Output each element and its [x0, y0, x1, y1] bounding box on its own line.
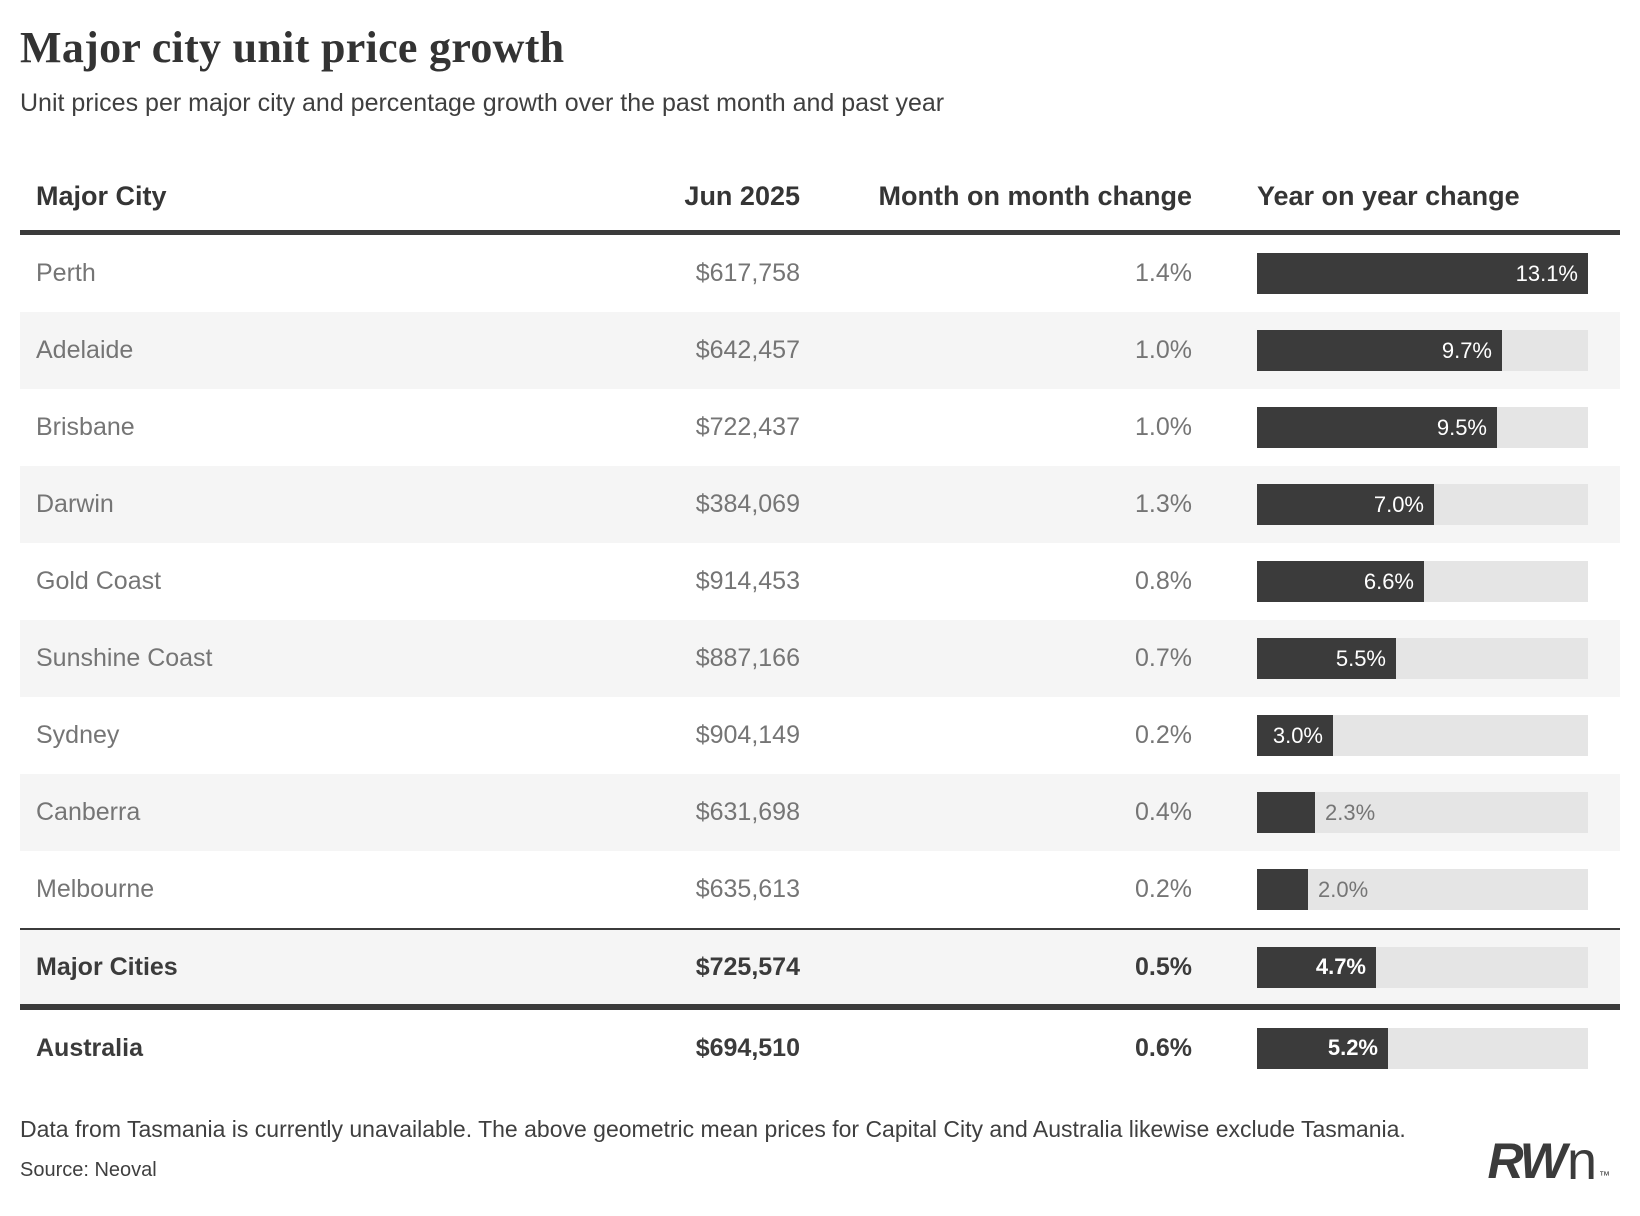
yoy-cell: 7.0%: [1192, 484, 1620, 526]
price-value: $635,613: [695, 875, 800, 904]
price-value: $904,149: [695, 721, 800, 750]
table-row: Sydney $904,149 0.2% 3.0%: [20, 697, 1620, 774]
column-header-mom: Month on month change: [878, 180, 1192, 211]
yoy-bar-fill: 9.5%: [1257, 407, 1497, 449]
city-name: Canberra: [36, 798, 141, 827]
yoy-cell: 9.7%: [1192, 330, 1620, 372]
yoy-bar-track: 9.7%: [1257, 330, 1588, 372]
source-label: Source: Neoval: [20, 1159, 157, 1182]
yoy-bar-track: 2.0%: [1257, 869, 1588, 911]
table-row: Australia $694,510 0.6% 5.2%: [20, 1010, 1620, 1086]
city-name: Sydney: [36, 721, 120, 750]
table-row: Brisbane $722,437 1.0% 9.5%: [20, 389, 1620, 466]
city-name: Sunshine Coast: [36, 644, 213, 673]
yoy-bar-fill: 5.5%: [1257, 638, 1396, 680]
column-header-price: Jun 2025: [684, 180, 800, 211]
price-value: $384,069: [695, 490, 800, 519]
table-row: Sunshine Coast $887,166 0.7% 5.5%: [20, 620, 1620, 698]
column-header-yoy: Year on year change: [1257, 180, 1520, 211]
table-row: Adelaide $642,457 1.0% 9.7%: [20, 312, 1620, 390]
yoy-bar-fill: [1257, 792, 1315, 834]
brand-logo-rw: RW: [1487, 1132, 1567, 1189]
price-value: $617,758: [695, 259, 800, 288]
table-row: Melbourne $635,613 0.2% 2.0%: [20, 851, 1620, 928]
mom-value: 0.5%: [1135, 952, 1192, 981]
yoy-cell: 2.3%: [1192, 792, 1620, 834]
mom-value: 0.4%: [1135, 798, 1192, 827]
city-name: Darwin: [36, 490, 114, 519]
mom-value: 1.3%: [1135, 490, 1192, 519]
price-value: $887,166: [695, 644, 800, 673]
page-subtitle: Unit prices per major city and percentag…: [20, 89, 945, 118]
city-name: Adelaide: [36, 336, 134, 365]
yoy-cell: 5.2%: [1192, 1027, 1620, 1069]
yoy-bar-fill: 4.7%: [1257, 946, 1376, 988]
yoy-cell: 9.5%: [1192, 407, 1620, 449]
yoy-bar-track: 7.0%: [1257, 484, 1588, 526]
table-row: Gold Coast $914,453 0.8% 6.6%: [20, 543, 1620, 620]
yoy-bar-fill: 5.2%: [1257, 1027, 1388, 1069]
yoy-cell: 3.0%: [1192, 715, 1620, 757]
table-header-row: Major City Jun 2025 Month on month chang…: [20, 162, 1620, 236]
yoy-bar-track: 9.5%: [1257, 407, 1588, 449]
footnote: Data from Tasmania is currently unavaila…: [20, 1116, 1406, 1143]
yoy-bar-track: 2.3%: [1257, 792, 1588, 834]
yoy-cell: 6.6%: [1192, 561, 1620, 603]
yoy-bar-label: 2.0%: [1318, 876, 1369, 902]
city-name: Melbourne: [36, 875, 155, 904]
mom-value: 0.8%: [1135, 567, 1192, 596]
yoy-bar-track: 5.2%: [1257, 1027, 1588, 1069]
yoy-bar-fill: 3.0%: [1257, 715, 1333, 757]
page: Major city unit price growth Unit prices…: [20, 23, 1620, 1192]
footer: Data from Tasmania is currently unavaila…: [20, 1116, 1620, 1192]
footer-text-block: Data from Tasmania is currently unavaila…: [20, 1116, 1406, 1182]
brand-logo: RW n ™: [1487, 1131, 1620, 1192]
yoy-bar-track: 3.0%: [1257, 715, 1588, 757]
table-row: Canberra $631,698 0.4% 2.3%: [20, 774, 1620, 852]
price-value: $722,437: [695, 413, 800, 442]
table-row: Perth $617,758 1.4% 13.1%: [20, 235, 1620, 312]
yoy-cell: 5.5%: [1192, 638, 1620, 680]
yoy-bar-fill: 7.0%: [1257, 484, 1434, 526]
yoy-cell: 4.7%: [1192, 946, 1620, 988]
mom-value: 0.6%: [1135, 1033, 1192, 1062]
mom-value: 0.7%: [1135, 644, 1192, 673]
yoy-bar-track: 13.1%: [1257, 253, 1588, 295]
yoy-bar-label: 2.3%: [1325, 799, 1376, 825]
page-title: Major city unit price growth: [20, 23, 565, 72]
table-body: Perth $617,758 1.4% 13.1% Adelaide $642,…: [20, 235, 1620, 1086]
city-name: Major Cities: [36, 952, 178, 981]
price-value: $642,457: [695, 336, 800, 365]
mom-value: 0.2%: [1135, 875, 1192, 904]
yoy-cell: 2.0%: [1192, 869, 1620, 911]
yoy-bar-track: 5.5%: [1257, 638, 1588, 680]
unit-price-table: Major City Jun 2025 Month on month chang…: [20, 162, 1620, 1086]
brand-logo-n: n: [1566, 1131, 1597, 1192]
city-name: Brisbane: [36, 413, 135, 442]
mom-value: 1.0%: [1135, 413, 1192, 442]
city-name: Australia: [36, 1033, 143, 1062]
table-row: Darwin $384,069 1.3% 7.0%: [20, 466, 1620, 544]
mom-value: 0.2%: [1135, 721, 1192, 750]
yoy-bar-fill: 9.7%: [1257, 330, 1502, 372]
mom-value: 1.0%: [1135, 336, 1192, 365]
mom-value: 1.4%: [1135, 259, 1192, 288]
city-name: Perth: [36, 259, 96, 288]
price-value: $725,574: [695, 952, 800, 981]
trademark-symbol: ™: [1599, 1170, 1610, 1183]
city-name: Gold Coast: [36, 567, 162, 596]
yoy-bar-fill: 13.1%: [1257, 253, 1588, 295]
table-row: Major Cities $725,574 0.5% 4.7%: [20, 928, 1620, 1011]
yoy-bar-track: 6.6%: [1257, 561, 1588, 603]
yoy-bar-fill: [1257, 869, 1308, 911]
yoy-cell: 13.1%: [1192, 253, 1620, 295]
price-value: $694,510: [695, 1033, 800, 1062]
price-value: $914,453: [695, 567, 800, 596]
column-header-city: Major City: [36, 180, 167, 211]
yoy-bar-track: 4.7%: [1257, 946, 1588, 988]
price-value: $631,698: [695, 798, 800, 827]
yoy-bar-fill: 6.6%: [1257, 561, 1424, 603]
